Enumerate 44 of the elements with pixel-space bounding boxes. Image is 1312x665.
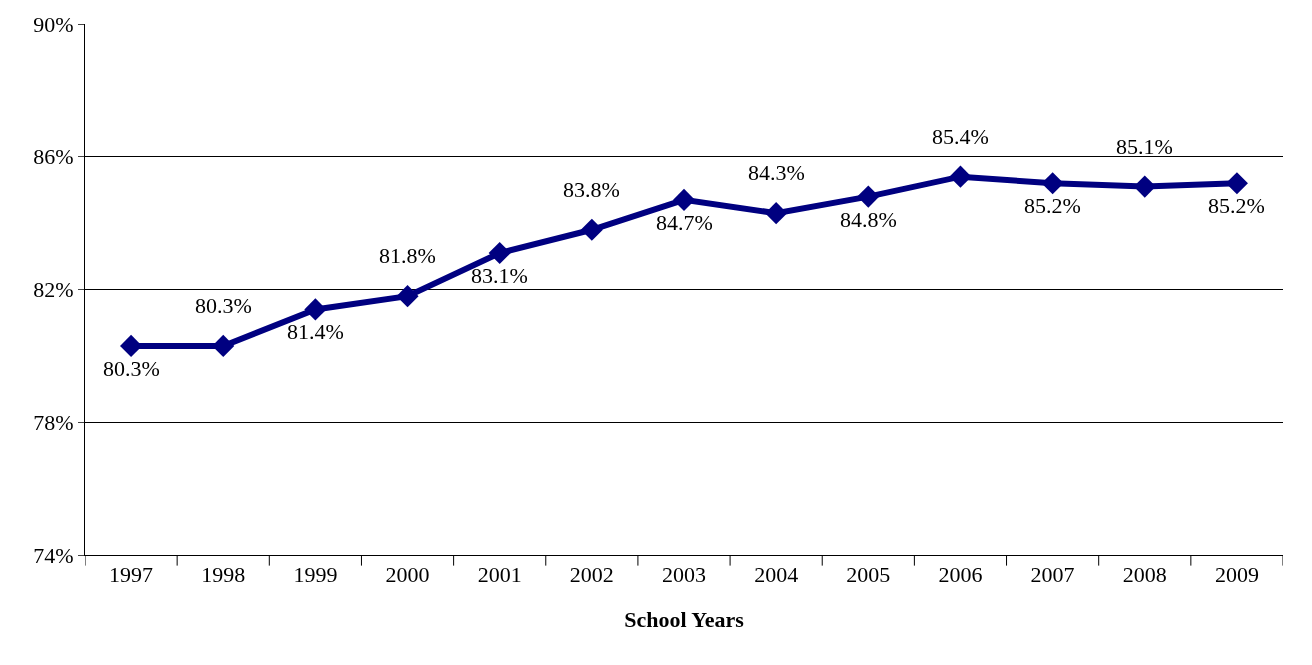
point	[672, 188, 696, 211]
data-label: 80.3%	[195, 293, 252, 318]
data-label: 84.7%	[656, 210, 713, 235]
point	[1041, 172, 1064, 195]
x-tick-label: 2007	[1030, 562, 1075, 588]
point	[304, 298, 327, 321]
x-tick-label: 2008	[1122, 562, 1167, 588]
point	[580, 218, 603, 241]
x-tick-label: 2005	[846, 562, 891, 588]
data-label: 85.2%	[1024, 193, 1081, 218]
x-tick-label: 1998	[201, 562, 246, 588]
x-tick-label: 1999	[293, 562, 338, 588]
y-tick-label: 78%	[33, 409, 74, 435]
y-tick-label: 86%	[33, 144, 74, 170]
x-axis-title: School Years	[624, 607, 745, 633]
x-tick-label: 1997	[109, 562, 154, 588]
point	[765, 202, 788, 225]
data-label: 85.2%	[1208, 193, 1265, 218]
point	[488, 241, 511, 265]
point	[212, 334, 235, 357]
x-tick-label: 2004	[754, 562, 799, 588]
y-tick-label: 90%	[33, 11, 74, 37]
x-tick-label: 2002	[569, 562, 614, 588]
y-tick-label: 74%	[33, 542, 74, 568]
data-label: 85.1%	[1116, 134, 1173, 159]
data-label: 83.1%	[471, 263, 528, 288]
point	[949, 165, 972, 188]
x-tick-label: 2000	[385, 562, 430, 588]
point	[857, 185, 880, 208]
y-tick-label: 82%	[33, 277, 74, 303]
x-tick-label: 2006	[938, 562, 983, 588]
data-label: 85.4%	[932, 124, 989, 149]
data-label: 81.8%	[379, 243, 436, 268]
x-tick-label: 2001	[477, 562, 522, 588]
data-label: 81.4%	[287, 319, 344, 344]
data-label: 84.3%	[748, 160, 805, 185]
point	[1225, 172, 1248, 195]
x-tick-label: 2009	[1214, 562, 1259, 588]
data-label: 83.8%	[563, 177, 620, 202]
x-tick-label: 2003	[662, 562, 706, 588]
point	[396, 285, 419, 308]
point	[1133, 175, 1156, 198]
data-label: 80.3%	[103, 356, 160, 381]
data-label: 84.8%	[840, 207, 897, 232]
